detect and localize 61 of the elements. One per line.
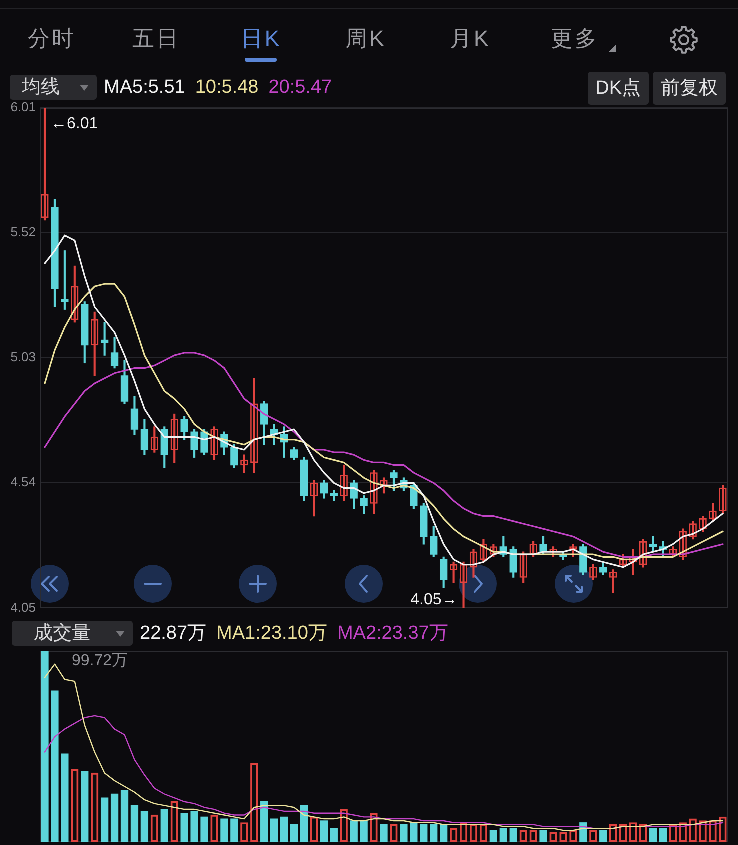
bar [649, 828, 658, 842]
text: MA2:23.37万 [337, 622, 448, 646]
annotation: 4.05→ [410, 592, 458, 609]
text: 周K [345, 25, 386, 53]
text: MA5:5.51 [104, 76, 186, 100]
bar [350, 820, 358, 842]
annotation: ←6.01 [50, 115, 98, 132]
text: 分时 [28, 25, 76, 53]
bar [270, 818, 278, 842]
text: 前复权 [661, 78, 718, 99]
annotation: 99.72万 [72, 652, 128, 670]
text: MA1:23.10万 [216, 622, 328, 646]
bar [81, 771, 89, 842]
bar [230, 818, 238, 842]
y-tick-label: 4.05 [10, 600, 36, 615]
bar [300, 805, 308, 842]
y-tick-label: 4.54 [10, 474, 36, 490]
bar [320, 820, 328, 842]
bar [330, 828, 338, 842]
bar [200, 816, 208, 842]
bar [500, 828, 508, 842]
bar [440, 824, 448, 842]
legend-title: 成交量 [34, 622, 91, 646]
bar [659, 828, 668, 842]
bar [510, 828, 518, 842]
bar [490, 830, 498, 842]
text: 月K [450, 25, 491, 53]
text: 10:5.48 [195, 76, 259, 100]
y-tick-label: 6.01 [10, 100, 36, 115]
bar [540, 830, 548, 842]
bar [380, 824, 388, 842]
text: 22.87万 [140, 622, 207, 646]
y-tick-label: 5.52 [10, 224, 36, 240]
text: 更多 [551, 25, 599, 53]
bar [600, 830, 608, 842]
bar [100, 798, 109, 842]
bar [280, 816, 288, 842]
bar [410, 822, 418, 842]
legend-title: 均线 [22, 76, 60, 100]
bar [260, 802, 268, 842]
bar [130, 805, 139, 842]
bar [360, 820, 368, 842]
bar [120, 790, 129, 842]
bar [290, 824, 298, 842]
bar [41, 651, 49, 842]
bar [430, 824, 438, 842]
bar [160, 809, 168, 842]
y-tick-label: 5.03 [10, 350, 36, 365]
bar [61, 754, 69, 842]
bar [400, 824, 408, 842]
bar [420, 824, 428, 842]
bar [140, 811, 149, 842]
bar [110, 794, 119, 842]
text: 五日 [132, 25, 181, 53]
bar [51, 690, 59, 842]
text: 日K [240, 25, 282, 53]
text: DK点 [596, 78, 641, 99]
text: 20:5.47 [268, 76, 332, 100]
bar [190, 811, 198, 842]
bar [180, 813, 188, 842]
bar [220, 818, 228, 842]
